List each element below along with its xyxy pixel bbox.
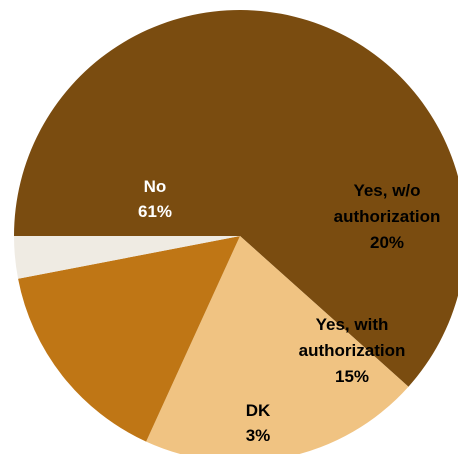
slice-label-dk: DK 3% (246, 401, 271, 445)
slice-label-yes-without-authorization: Yes, w/o authorization 20% (334, 181, 441, 252)
slice-label-yes-with-authorization: Yes, with authorization 15% (299, 315, 406, 386)
slice-percent-yes-with-authorization: 15% (335, 367, 369, 386)
pie-slice-dk (13, 236, 240, 279)
slice-percent-dk: 3% (246, 426, 271, 445)
pie-slice-yes-without-authorization (146, 236, 409, 454)
pie-slice-yes-with-authorization (18, 236, 240, 442)
slice-label-no: No 61% (138, 177, 172, 221)
slice-percent-no: 61% (138, 202, 172, 221)
slice-percent-yes-without-authorization: 20% (370, 233, 404, 252)
pie-slice-no (14, 10, 458, 387)
